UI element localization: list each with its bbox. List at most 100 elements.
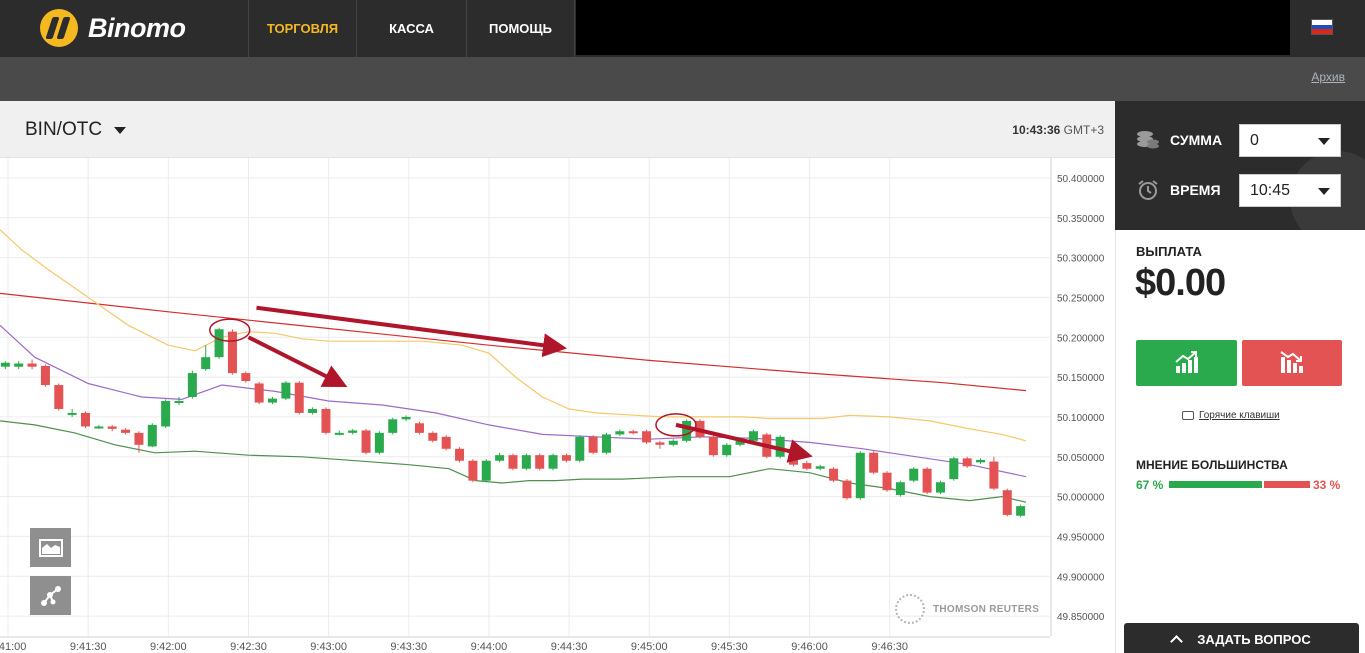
candle-body	[294, 382, 304, 413]
y-tick-label: 50.100000	[1057, 413, 1105, 424]
alarm-clock-icon	[1138, 180, 1158, 200]
candle-up	[668, 439, 678, 447]
candle-up	[909, 467, 919, 483]
candle-up	[147, 423, 157, 448]
asset-selector[interactable]: BIN/OTC	[25, 119, 127, 141]
candle-body	[161, 400, 171, 427]
redacted-area	[576, 0, 1290, 55]
candle-up	[308, 407, 318, 415]
candle-down	[414, 421, 424, 435]
candle-up	[575, 435, 585, 463]
nav-item-help[interactable]: ПОМОЩЬ	[466, 0, 575, 57]
candle-body	[895, 482, 905, 495]
candle-body	[54, 385, 64, 409]
candle-up	[374, 431, 384, 455]
clock-timezone: GMT+3	[1063, 123, 1104, 137]
x-tick-label: 9:42:00	[150, 641, 187, 653]
candle-body	[94, 426, 104, 429]
candle-down	[107, 424, 117, 432]
top-nav-bar: Binomo ТОРГОВЛЯ КАССА ПОМОЩЬ	[0, 0, 1365, 57]
candle-body	[628, 431, 638, 434]
nav-item-cashier[interactable]: КАССА	[356, 0, 466, 57]
candle-up	[1016, 504, 1026, 518]
candle-body	[268, 398, 278, 403]
candle-up	[495, 452, 505, 463]
chevron-down-icon	[1318, 138, 1330, 145]
candle-down	[468, 459, 478, 483]
x-tick-label: 9:41:30	[70, 641, 107, 653]
y-tick-label: 50.150000	[1057, 373, 1105, 384]
clock-time: 10:43:36	[1012, 123, 1061, 137]
y-tick-label: 49.950000	[1057, 532, 1105, 543]
call-up-button[interactable]	[1136, 340, 1237, 386]
candle-body	[468, 460, 478, 481]
indicators-button[interactable]	[30, 576, 71, 615]
candle-body	[0, 362, 10, 367]
candle-down	[708, 435, 718, 457]
y-tick-label: 50.400000	[1057, 174, 1105, 185]
candle-body	[201, 357, 211, 370]
candle-up	[214, 327, 224, 359]
nav-item-trading[interactable]: ТОРГОВЛЯ	[248, 0, 356, 57]
candle-down	[642, 429, 652, 445]
ru-flag-icon[interactable]	[1311, 19, 1333, 35]
highlight-ellipse	[655, 413, 697, 437]
candle-down	[80, 411, 90, 429]
y-tick-label: 50.050000	[1057, 453, 1105, 464]
main-nav: ТОРГОВЛЯ КАССА ПОМОЩЬ	[248, 0, 575, 57]
candle-body	[308, 408, 318, 413]
hotkeys-link[interactable]: Горячие клавиши	[1182, 410, 1280, 421]
candle-down	[241, 371, 251, 383]
candle-body	[882, 472, 892, 491]
candle-down	[628, 429, 638, 435]
trend-down-icon	[1280, 351, 1303, 373]
candle-down	[27, 359, 37, 370]
chart-header: BIN/OTC 10:43:36 GMT+3	[0, 101, 1115, 158]
candle-body	[121, 429, 131, 433]
candle-down	[842, 479, 852, 500]
asset-name: BIN/OTC	[25, 119, 103, 140]
candle-body	[481, 460, 491, 481]
candle-down	[134, 431, 144, 453]
candle-down	[829, 467, 839, 483]
brand-logo[interactable]: Binomo	[40, 8, 186, 48]
candle-down	[227, 329, 237, 375]
y-tick-label: 50.250000	[1057, 293, 1105, 304]
candle-up	[601, 432, 611, 455]
put-down-button[interactable]	[1242, 340, 1342, 386]
area-chart-icon	[38, 538, 63, 557]
watermark-text: THOMSON REUTERS	[933, 603, 1040, 615]
time-select[interactable]: 10:45	[1239, 174, 1341, 207]
x-tick-label: 9:45:30	[711, 641, 748, 653]
candle-body	[67, 412, 77, 415]
archive-link[interactable]: Архив	[1311, 70, 1345, 84]
hotkeys-label: Горячие клавиши	[1199, 410, 1280, 421]
opinion-down-percent: 33 %	[1313, 478, 1341, 492]
candle-down	[1002, 488, 1012, 517]
y-tick-label: 49.900000	[1057, 572, 1105, 583]
candle-body	[962, 458, 972, 467]
chart-type-button[interactable]	[30, 528, 71, 567]
candle-body	[508, 455, 518, 469]
candle-body	[321, 408, 331, 433]
ask-question-button[interactable]: ЗАДАТЬ ВОПРОС	[1124, 623, 1359, 653]
candle-up	[281, 381, 291, 401]
candle-body	[935, 482, 945, 493]
candle-body	[775, 436, 785, 457]
candle-body	[815, 466, 825, 469]
amount-select[interactable]: 0	[1239, 124, 1341, 157]
candle-body	[281, 382, 291, 399]
candle-up	[976, 458, 986, 464]
payout-label: ВЫПЛАТА	[1136, 244, 1202, 259]
highlight-ellipse	[209, 318, 251, 342]
y-tick-label: 50.350000	[1057, 214, 1105, 225]
chevron-up-icon	[1170, 635, 1184, 648]
keyboard-icon	[1182, 411, 1194, 420]
opinion-up-percent: 67 %	[1136, 478, 1164, 492]
candle-body	[414, 423, 424, 433]
x-tick-label: 9:41:00	[0, 641, 26, 653]
candle-up	[935, 480, 945, 495]
candle-body	[441, 436, 451, 449]
price-chart[interactable]: 50.400000 50.350000 50.300000 50.250000 50.2…	[0, 158, 1115, 653]
